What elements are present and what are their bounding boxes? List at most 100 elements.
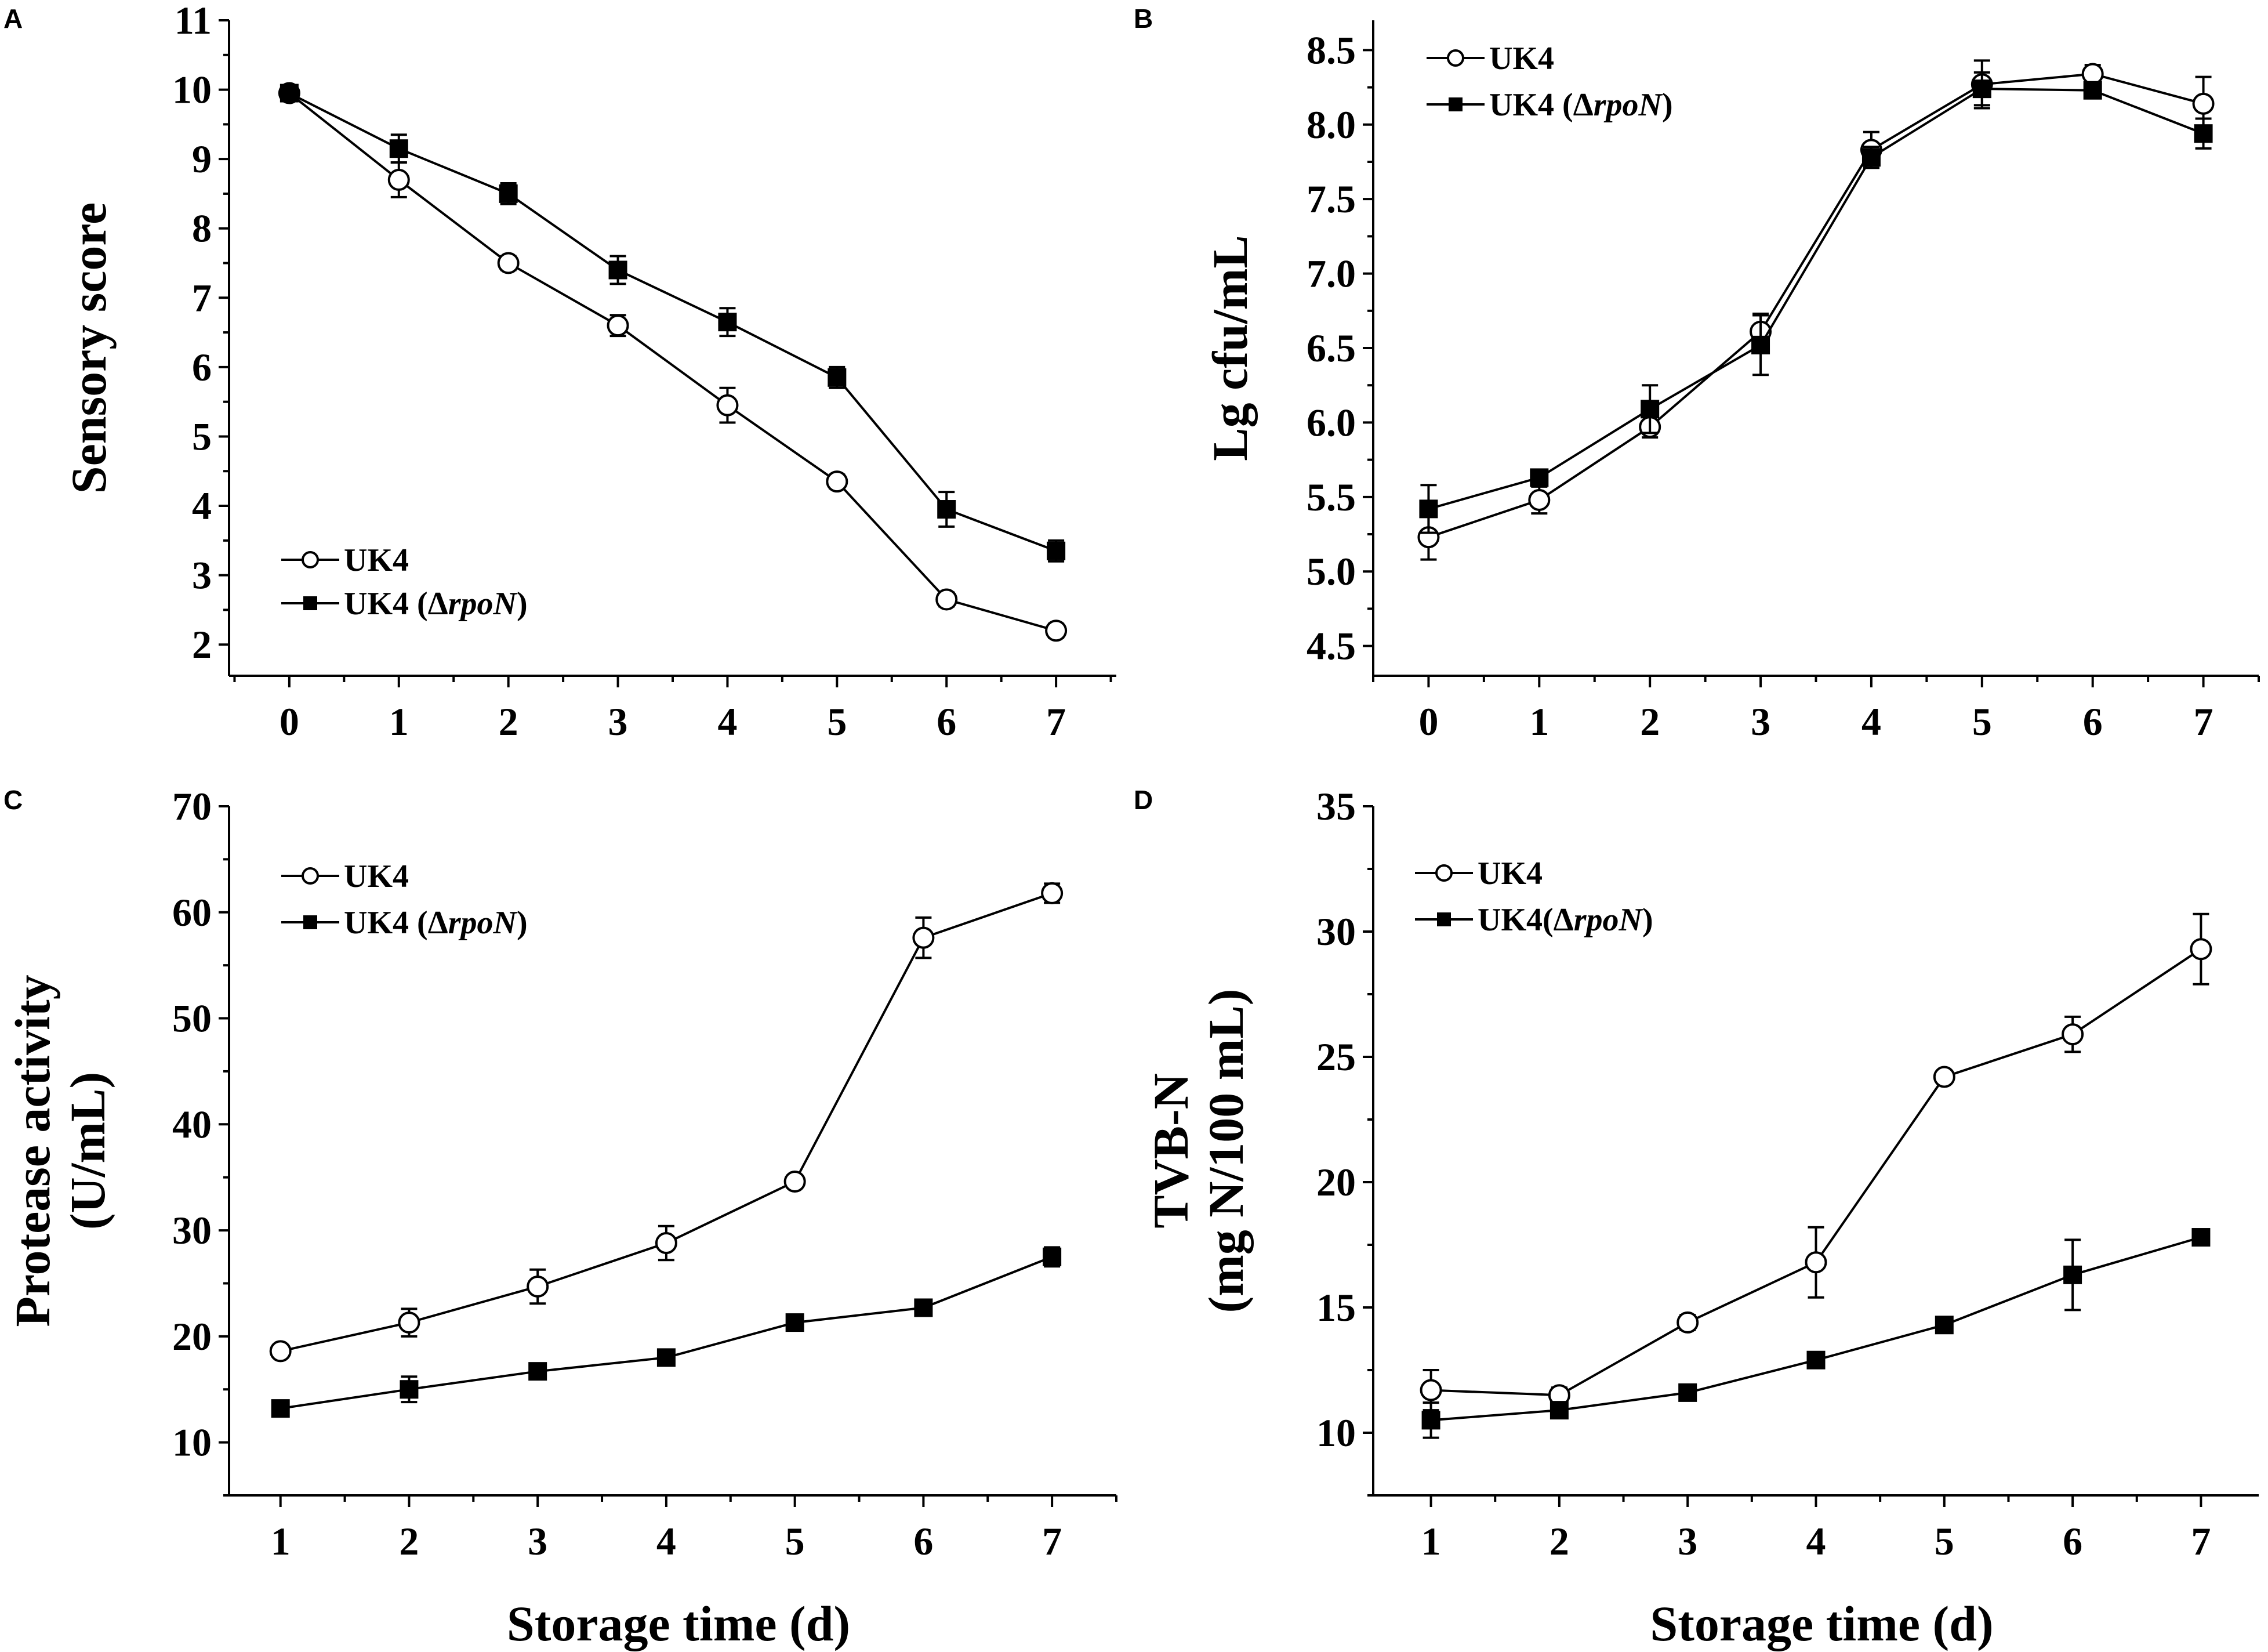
y-axis-title: (U/mL) — [60, 1072, 115, 1230]
y-tick-label: 20 — [1316, 1160, 1356, 1204]
legend-label: UK4 (ΔrpoN) — [344, 586, 528, 622]
series-line — [1428, 73, 2204, 539]
y-tick-label: 4 — [192, 484, 212, 528]
legend-label-pre: UK4 — [1478, 856, 1543, 892]
data-point-circle — [2190, 938, 2212, 961]
x-tick-label: 1 — [389, 700, 409, 744]
data-point-circle — [2062, 1023, 2084, 1046]
data-point-square — [656, 1348, 676, 1367]
legend-label: UK4(ΔrpoN) — [1478, 902, 1653, 938]
data-point-circle — [1528, 488, 1551, 511]
legend-label: UK4 — [344, 858, 409, 894]
y-tick-label: 7 — [192, 276, 212, 320]
x-tick-label: 4 — [1806, 1519, 1826, 1563]
y-axis-title: Sensory score — [61, 202, 117, 494]
legend-marker-circle — [302, 551, 319, 568]
y-tick-label: 10 — [1316, 1411, 1356, 1455]
y-tick-label: 6.0 — [1307, 400, 1356, 444]
y-tick-label: 60 — [172, 890, 212, 934]
x-axis-title: Storage time (d) — [507, 1596, 850, 1651]
data-point-circle — [269, 1340, 292, 1363]
x-tick-label: 3 — [608, 700, 628, 744]
data-point-square — [280, 84, 299, 103]
legend-label-pre: UK4 — [344, 858, 409, 894]
data-point-square — [914, 1298, 933, 1317]
y-axis-title: (mg N/100 mL) — [1198, 989, 1254, 1313]
data-point-square — [1043, 1247, 1062, 1266]
legend-label-italic: rpoN — [448, 586, 518, 622]
panel-letter: C — [3, 785, 23, 815]
x-tick-label: 5 — [827, 700, 847, 744]
y-tick-label: 50 — [172, 997, 212, 1041]
data-point-square — [785, 1313, 804, 1332]
legend-entry: UK4 (ΔrpoN) — [281, 586, 528, 622]
series-line — [288, 92, 1057, 552]
y-tick-label: 2 — [192, 622, 212, 666]
data-point-square — [1550, 1401, 1569, 1420]
data-point-circle — [607, 314, 629, 337]
data-point-circle — [2192, 92, 2215, 115]
data-point-square — [1678, 1383, 1697, 1402]
legend-label-post: ) — [1662, 87, 1673, 123]
y-tick-label: 10 — [172, 1421, 212, 1465]
legend-label-italic: rpoN — [448, 905, 518, 941]
panel-letter: B — [1134, 3, 1153, 34]
data-point-circle — [1420, 1379, 1442, 1401]
panel-letter: D — [1134, 785, 1153, 815]
y-tick-label: 9 — [192, 137, 212, 181]
data-point-circle — [1933, 1066, 1955, 1088]
data-point-circle — [783, 1171, 806, 1193]
x-tick-label: 3 — [1678, 1519, 1697, 1563]
data-point-square — [1751, 335, 1770, 354]
data-point-square — [2194, 124, 2213, 143]
legend-entry: UK4 — [1415, 856, 1543, 892]
legend-label-pre: UK4 (Δ — [344, 586, 448, 622]
x-tick-label: 2 — [1640, 700, 1660, 744]
x-tick-label: 1 — [271, 1519, 291, 1563]
x-axis-title: Storage time (d) — [1650, 1596, 1993, 1651]
x-tick-label: 6 — [937, 700, 956, 744]
y-tick-label: 30 — [1316, 910, 1356, 954]
y-tick-label: 7.0 — [1307, 252, 1356, 296]
y-tick-label: 20 — [172, 1314, 212, 1358]
legend-entry: UK4 — [1427, 41, 1554, 77]
series-uk4 — [1420, 912, 2212, 1412]
legend-label: UK4 — [344, 542, 409, 578]
x-tick-label: 6 — [2063, 1519, 2082, 1563]
data-point-circle — [912, 926, 935, 949]
data-point-circle — [1045, 620, 1068, 642]
x-tick-label: 0 — [1418, 700, 1438, 744]
legend-marker-square — [303, 915, 317, 929]
x-tick-label: 3 — [528, 1519, 547, 1563]
x-tick-label: 4 — [717, 700, 737, 744]
data-point-square — [1972, 79, 1991, 99]
y-tick-label: 70 — [172, 784, 212, 828]
x-tick-label: 7 — [1046, 700, 1066, 744]
x-tick-label: 2 — [1550, 1519, 1569, 1563]
y-axis-title: Protease activity — [5, 974, 60, 1327]
y-tick-label: 7.5 — [1307, 177, 1356, 221]
y-tick-label: 5 — [192, 414, 212, 458]
legend-label-italic: rpoN — [1594, 87, 1664, 123]
x-tick-label: 6 — [2083, 700, 2103, 744]
x-tick-label: 7 — [1042, 1519, 1062, 1563]
data-point-circle — [1676, 1311, 1699, 1334]
x-tick-label: 1 — [1421, 1519, 1441, 1563]
legend-label: UK4 — [1478, 856, 1543, 892]
data-point-square — [937, 500, 956, 519]
data-point-square — [2063, 1265, 2082, 1284]
legend-marker-square — [1437, 912, 1451, 926]
x-tick-label: 4 — [656, 1519, 676, 1563]
y-tick-label: 10 — [172, 68, 212, 112]
data-point-square — [1047, 541, 1066, 560]
legend-label: UK4 — [1489, 41, 1554, 77]
x-tick-label: 5 — [785, 1519, 805, 1563]
legend-entry: UK4(ΔrpoN) — [1415, 902, 1653, 938]
series-uk4-rpon — [271, 1246, 1062, 1418]
y-tick-label: 6.5 — [1307, 326, 1356, 370]
x-tick-label: 5 — [1935, 1519, 1954, 1563]
legend-label-italic: rpoN — [1574, 902, 1644, 938]
data-point-square — [718, 313, 737, 332]
legend-label-pre: UK4 — [344, 542, 409, 578]
